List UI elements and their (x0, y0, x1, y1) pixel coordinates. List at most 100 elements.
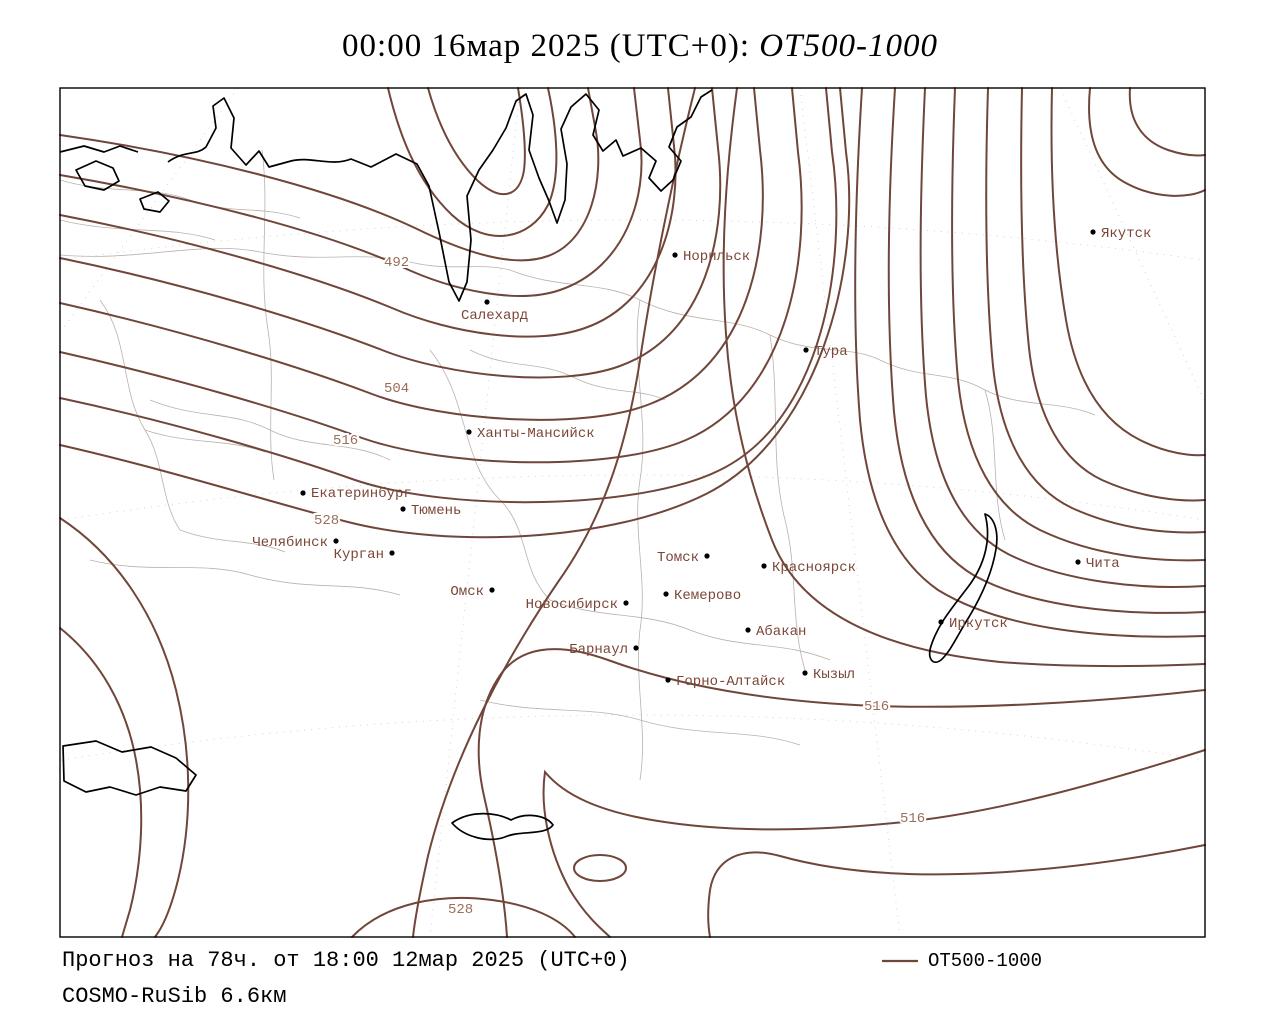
city-label: Горно-Алтайск (676, 673, 785, 690)
city: Норильск (672, 249, 750, 265)
city-label: Ханты-Мансийск (477, 425, 595, 442)
contour-value-label: 528 (314, 513, 339, 529)
city: Чита (1075, 556, 1120, 572)
city-marker (761, 563, 767, 569)
admin-boundary (509, 269, 881, 361)
city-marker (938, 619, 944, 625)
thickness-contour (59, 87, 722, 379)
admin-boundary (59, 219, 216, 241)
island-outline (75, 160, 120, 191)
city-marker (802, 670, 808, 676)
thickness-contour (427, 87, 526, 196)
island-outline (139, 191, 170, 213)
forecast-info-line: Прогноз на 78ч. от 18:00 12мар 2025 (UTC… (62, 948, 630, 973)
city-marker (704, 553, 710, 559)
graticule-line (60, 474, 1205, 521)
admin-boundary (549, 599, 831, 661)
admin-boundary (769, 334, 806, 671)
admin-boundary (261, 149, 275, 481)
admin-boundary (479, 699, 801, 746)
city: Курган (334, 547, 395, 563)
admin-boundary (879, 359, 1096, 416)
city-label: Омск (450, 584, 484, 600)
city-label: Новосибирск (526, 596, 618, 613)
thickness-contour (573, 854, 627, 882)
thickness-contour (1088, 87, 1206, 197)
city-label: Екатеринбург (311, 485, 412, 502)
city: Екатеринбург (300, 485, 412, 502)
thickness-contour (59, 517, 190, 938)
coastline (167, 89, 713, 302)
legend-label: OT500-1000 (928, 950, 1043, 972)
city: Новосибирск (526, 596, 629, 613)
graticule-line (799, 87, 901, 937)
admin-boundary (179, 529, 286, 553)
admin-boundary (99, 299, 181, 531)
city: Томск (657, 550, 710, 566)
city-marker (745, 627, 751, 633)
title-datetime: 00:00 16мар 2025 (UTC+0): (342, 28, 760, 64)
city-marker (389, 550, 395, 556)
thickness-contour (59, 87, 764, 421)
legend: OT500-1000 (880, 950, 1042, 972)
city-marker (1075, 559, 1081, 565)
city-marker (300, 490, 306, 496)
map-frame (59, 87, 1206, 938)
city-label: Кызыл (813, 667, 855, 683)
thickness-contour (59, 87, 600, 262)
graticule (60, 87, 1205, 937)
thickness-contour (1050, 87, 1206, 457)
coastline (59, 145, 139, 153)
thickness-contour (59, 627, 143, 938)
thickness-contour (1128, 87, 1206, 157)
graticule-line (1059, 87, 1205, 401)
city: Иркутск (938, 616, 1008, 632)
thickness-contour (59, 87, 851, 539)
contour-value-label: 516 (864, 699, 889, 715)
admin-boundary (149, 399, 391, 461)
contour-value-label: 528 (448, 902, 473, 918)
city-marker (663, 591, 669, 597)
thickness-contour (387, 87, 558, 237)
city-marker (672, 252, 678, 258)
thickness-contour (477, 648, 1206, 938)
thickness-contours (59, 87, 1206, 938)
city: Абакан (745, 623, 806, 640)
lake-baikal-outline (928, 513, 998, 664)
thickness-contour (59, 87, 677, 338)
thickness-contour (919, 87, 1206, 588)
legend-line-sample (882, 959, 918, 963)
city: Кемерово (663, 588, 741, 604)
graticule-line (61, 87, 239, 331)
city: Ханты-Мансийск (466, 425, 595, 442)
thickness-contour (722, 87, 1206, 667)
city: Салехард (461, 299, 528, 324)
city: Кызыл (802, 667, 855, 683)
page-title: 00:00 16мар 2025 (UTC+0): OT500-1000 (0, 28, 1280, 65)
cities: Норильск Якутск Салехард Тура Ханты-Манс… (252, 226, 1151, 690)
city-marker (665, 677, 671, 683)
admin-boundary (469, 349, 666, 401)
city-label: Томск (657, 550, 699, 566)
city: Якутск (1090, 226, 1151, 242)
city-label: Курган (334, 547, 384, 563)
city-marker (484, 299, 490, 305)
admin-boundary (429, 349, 551, 601)
thickness-contour (887, 87, 1206, 614)
city-label: Тюмень (411, 503, 461, 519)
city-label: Тура (814, 344, 848, 360)
thickness-contour (59, 87, 643, 297)
city-label: Норильск (683, 249, 750, 265)
city-marker (623, 600, 629, 606)
city-label: Барнаул (569, 642, 628, 658)
city-label: Челябинск (252, 534, 328, 551)
thickness-contour (707, 844, 1206, 938)
contour-labels: 492 504 516 528 516 516 528 (312, 253, 927, 920)
graticule-line (60, 714, 1205, 761)
city: Омск (450, 584, 495, 600)
admin-boundary (59, 247, 511, 271)
city: Красноярск (761, 560, 856, 576)
city-label: Красноярск (772, 560, 856, 576)
thickness-contour (854, 87, 1206, 638)
